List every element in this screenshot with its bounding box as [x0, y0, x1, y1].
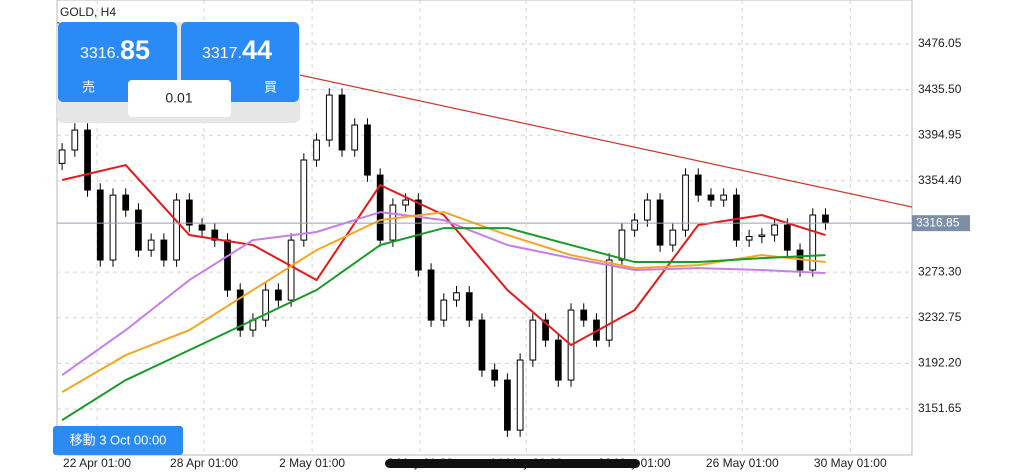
moving-average — [61, 227, 826, 421]
y-tick-label: 3394.95 — [918, 127, 962, 141]
candle-body — [771, 224, 778, 236]
candle-body — [262, 289, 270, 321]
lot: 0.01 — [165, 90, 192, 106]
candle-body — [402, 199, 409, 206]
candle-body — [542, 319, 549, 341]
y-tick-label: 3151.65 — [918, 401, 962, 415]
candle-body — [694, 174, 702, 196]
buy-label: 買 — [264, 79, 277, 94]
candle-body — [71, 129, 79, 151]
candle-body — [643, 199, 651, 221]
candle-body — [351, 124, 359, 151]
x-tick-label: 30 May 01:00 — [814, 456, 887, 470]
candle-body — [478, 319, 486, 371]
candle-body — [376, 174, 384, 241]
sell-price-main: 3316. — [80, 45, 120, 62]
candle-body — [122, 194, 130, 211]
candle-body — [516, 359, 524, 431]
candle-body — [364, 124, 371, 176]
candle-body — [618, 229, 626, 261]
nav-button[interactable] — [53, 426, 183, 455]
y-tick-label: 3354.40 — [918, 173, 962, 187]
moving-average — [61, 163, 826, 347]
candle-body — [338, 94, 346, 151]
x-tick-label: 2 May 01:00 — [279, 456, 345, 470]
candle-body — [313, 139, 320, 161]
symbol: GOLD, H4 — [60, 5, 116, 19]
candle-body — [109, 194, 117, 261]
candle-body — [809, 214, 817, 271]
y-tick-label: 3232.75 — [918, 310, 962, 324]
candle-body — [96, 189, 104, 261]
candle-body — [198, 224, 206, 231]
candle-body — [554, 339, 562, 381]
buy-price-main: 3317. — [202, 45, 242, 62]
candle-body — [682, 174, 689, 231]
candle-body — [605, 259, 613, 341]
lot-box[interactable] — [128, 80, 231, 117]
candle-body — [236, 289, 244, 331]
x-tick-label: 26 May 01:00 — [706, 456, 779, 470]
candle-body — [720, 194, 728, 201]
x-tick-label: 28 Apr 01:00 — [170, 456, 238, 470]
candle-body — [185, 199, 193, 226]
candle-body — [160, 239, 168, 261]
candle-body — [453, 292, 460, 301]
current-price-label: 3316.85 — [916, 215, 960, 229]
y-tick-label: 3192.20 — [918, 356, 962, 370]
candle-body — [745, 236, 753, 241]
candle-body — [224, 239, 231, 291]
sell-label: 売 — [82, 79, 95, 94]
buy-price-big: 44 — [242, 35, 272, 65]
candle-body — [580, 309, 588, 321]
candle-body — [669, 229, 677, 246]
sell-price-big: 85 — [120, 35, 150, 65]
candle-body — [84, 129, 91, 191]
candle-body — [491, 369, 499, 381]
candle-body — [440, 299, 448, 321]
candle-body — [300, 159, 308, 241]
candle-body — [822, 214, 829, 224]
candle-body — [758, 234, 766, 238]
y-tick-label: 3476.05 — [918, 36, 962, 50]
candle-body — [427, 269, 435, 321]
candle-body — [287, 239, 295, 301]
y-tick-label: 3435.50 — [918, 82, 962, 96]
candle-body — [147, 239, 155, 251]
candle-body — [325, 94, 333, 141]
candle-body — [173, 199, 180, 261]
candle-body — [504, 379, 511, 431]
candle-body — [275, 289, 282, 301]
candle-body — [211, 229, 219, 241]
candle-body — [656, 199, 664, 246]
current-price-box — [912, 215, 970, 232]
candle-body — [135, 209, 142, 251]
candle-body — [783, 224, 791, 251]
scroll-bar[interactable] — [385, 459, 640, 468]
x-tick-label: 22 Apr 01:00 — [63, 456, 131, 470]
candle-body — [733, 194, 740, 241]
candle-body — [631, 219, 638, 231]
y-tick-label: 3273.30 — [918, 264, 962, 278]
candle-body — [529, 319, 537, 361]
nav-button-label: 移動 3 Oct 00:00 — [70, 432, 167, 447]
candle-body — [465, 292, 473, 321]
candle-body — [58, 149, 66, 164]
moving-average — [61, 211, 826, 393]
candle-body — [707, 194, 715, 201]
moving-average — [61, 211, 826, 376]
candle-body — [389, 204, 397, 241]
plot — [56, 0, 913, 455]
